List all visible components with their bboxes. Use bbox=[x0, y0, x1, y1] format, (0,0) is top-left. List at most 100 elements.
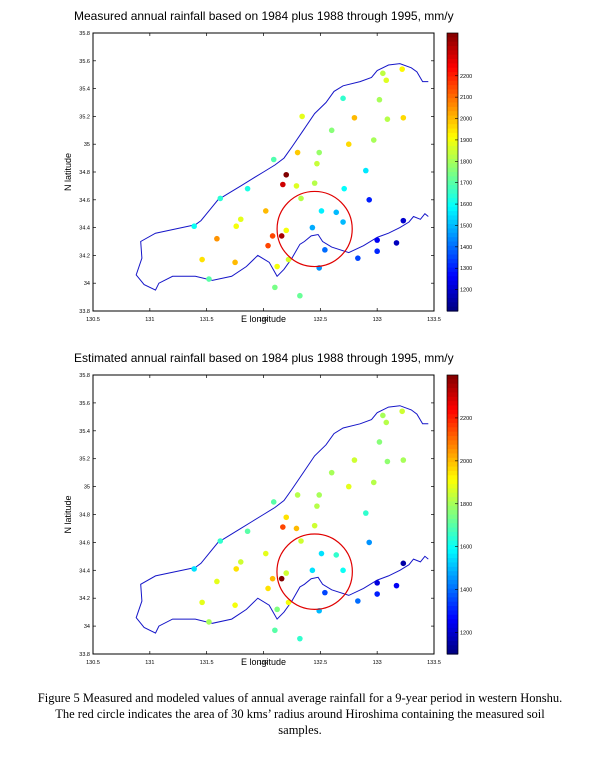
colorbar-segment bbox=[447, 575, 458, 581]
y-tick-label: 34.2 bbox=[79, 596, 90, 602]
colorbar-segment bbox=[447, 189, 458, 195]
x-tick-label: 133 bbox=[373, 317, 382, 323]
colorbar-tick-label: 2000 bbox=[460, 459, 472, 465]
rainfall-point bbox=[206, 619, 212, 625]
colorbar-segment bbox=[447, 219, 458, 225]
rainfall-point bbox=[400, 560, 407, 567]
rainfall-point bbox=[400, 114, 407, 121]
colorbar-tick-label: 1200 bbox=[460, 631, 472, 637]
rainfall-point bbox=[380, 70, 386, 77]
colorbar-segment bbox=[447, 254, 458, 260]
colorbar-segment bbox=[447, 145, 458, 151]
colorbar-segment bbox=[447, 289, 458, 295]
rainfall-point bbox=[280, 181, 286, 188]
colorbar-segment bbox=[447, 150, 458, 156]
rainfall-point bbox=[314, 160, 320, 167]
rainfall-point bbox=[191, 566, 197, 572]
rainfall-point bbox=[232, 259, 238, 266]
rainfall-point bbox=[383, 77, 390, 84]
colorbar-segment bbox=[447, 267, 458, 273]
colorbar-tick-label: 1200 bbox=[460, 288, 472, 294]
y-axis-label: N latitude bbox=[63, 495, 73, 533]
y-tick-label: 35.6 bbox=[79, 401, 90, 407]
colorbar-segment bbox=[447, 492, 458, 498]
colorbar-tick-label: 1500 bbox=[460, 223, 472, 229]
rainfall-point bbox=[384, 458, 391, 465]
rainfall-point bbox=[293, 183, 300, 189]
colorbar-segment bbox=[447, 263, 458, 269]
x-tick-label: 130.5 bbox=[86, 317, 100, 323]
y-tick-label: 34.8 bbox=[79, 170, 90, 176]
rainfall-point bbox=[345, 141, 352, 147]
colorbar-segment bbox=[447, 523, 458, 529]
colorbar-tick-label: 2000 bbox=[460, 117, 472, 123]
colorbar-segment bbox=[447, 41, 458, 47]
rainfall-point bbox=[340, 567, 346, 574]
y-tick-label: 33.8 bbox=[79, 652, 90, 658]
colorbar-segment bbox=[447, 418, 458, 424]
rainfall-point bbox=[333, 209, 340, 216]
colorbar-segment bbox=[447, 232, 458, 238]
rainfall-point bbox=[399, 408, 405, 415]
rainfall-point bbox=[351, 457, 358, 463]
rainfall-point bbox=[311, 180, 318, 186]
rainfall-point bbox=[237, 559, 244, 565]
rainfall-point bbox=[244, 185, 251, 192]
x-axis-label: E longitude bbox=[241, 657, 286, 667]
colorbar-segment bbox=[447, 422, 458, 428]
rainfall-point bbox=[233, 566, 240, 572]
x-tick-label: 133 bbox=[373, 660, 382, 666]
colorbar-segment bbox=[447, 306, 458, 312]
colorbar-segment bbox=[447, 302, 458, 308]
colorbar-segment bbox=[447, 206, 458, 212]
colorbar-segment bbox=[447, 211, 458, 217]
rainfall-point bbox=[269, 233, 276, 239]
rainfall-point bbox=[374, 591, 380, 597]
rainfall-point bbox=[297, 292, 303, 299]
y-tick-label: 35.6 bbox=[79, 59, 90, 65]
chart-panel-2: Estimated annual rainfall based on 1984 … bbox=[63, 351, 472, 667]
colorbar-segment bbox=[447, 562, 458, 568]
rainfall-point bbox=[393, 582, 400, 589]
colorbar-segment bbox=[447, 649, 458, 655]
rainfall-point bbox=[370, 137, 377, 143]
colorbar-tick-label: 2200 bbox=[460, 416, 472, 422]
hiroshima-radius-circle bbox=[276, 533, 353, 610]
colorbar-segment bbox=[447, 33, 458, 38]
colorbar-segment bbox=[447, 444, 458, 450]
rainfall-point bbox=[274, 263, 280, 270]
colorbar-segment bbox=[447, 510, 458, 516]
colorbar-segment bbox=[447, 167, 458, 173]
rainfall-point bbox=[299, 113, 305, 120]
rainfall-point bbox=[328, 127, 335, 134]
colorbar-segment bbox=[447, 592, 458, 598]
rainfall-point bbox=[340, 219, 346, 225]
rainfall-point bbox=[232, 602, 238, 608]
y-tick-label: 34.6 bbox=[79, 540, 90, 546]
colorbar-segment bbox=[447, 497, 458, 503]
rainfall-point bbox=[270, 156, 277, 163]
rainfall-point bbox=[297, 635, 303, 642]
caption-line-2: The red circle indicates the area of 30 … bbox=[55, 707, 545, 721]
y-tick-label: 34.2 bbox=[79, 253, 90, 259]
colorbar-frame bbox=[446, 374, 459, 655]
colorbar-segment bbox=[447, 276, 458, 282]
colorbar-segment bbox=[447, 237, 458, 243]
coastline bbox=[135, 405, 429, 634]
rainfall-point bbox=[363, 167, 369, 174]
colorbar-segment bbox=[447, 375, 458, 380]
rainfall-point bbox=[199, 599, 205, 606]
colorbar-segment bbox=[447, 245, 458, 251]
x-tick-label: 132.5 bbox=[313, 660, 327, 666]
rainfall-point bbox=[376, 96, 383, 103]
rainfall-point bbox=[274, 606, 280, 613]
colorbar: 1200 1300 1400 1500 1600 1700 1800 1900 2000 2100… bbox=[446, 32, 472, 312]
colorbar-segment bbox=[447, 180, 458, 186]
colorbar-segment bbox=[447, 606, 458, 612]
chart-title: Measured annual rainfall based on 1984 p… bbox=[74, 9, 454, 23]
rainfall-point bbox=[355, 255, 361, 261]
rainfall-point bbox=[214, 578, 220, 585]
rainfall-point bbox=[206, 276, 212, 282]
colorbar-segment bbox=[447, 202, 458, 208]
colorbar-segment bbox=[447, 483, 458, 489]
